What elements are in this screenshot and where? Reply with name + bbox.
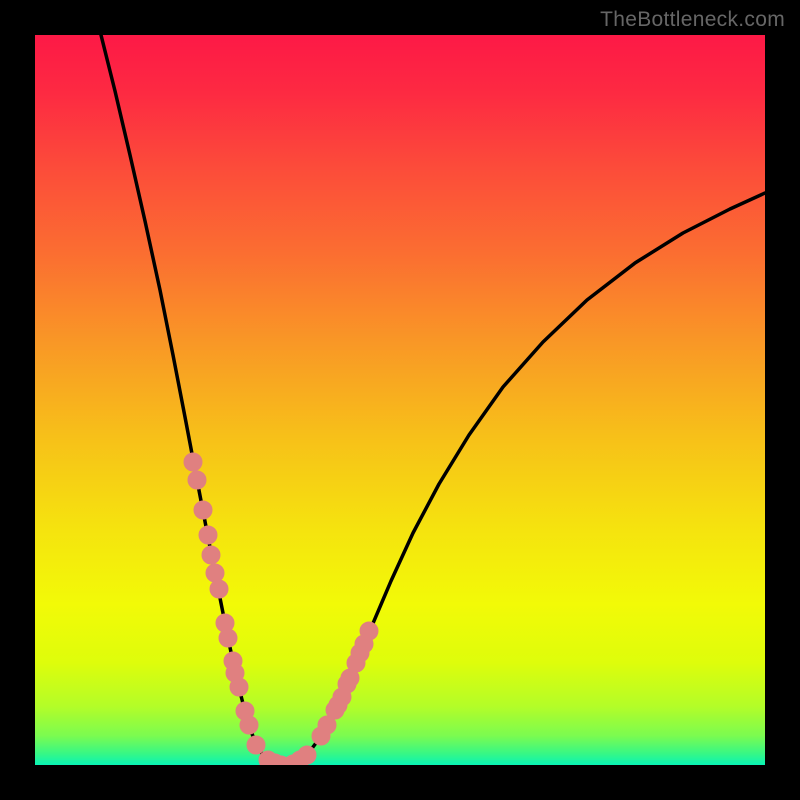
data-marker	[194, 501, 212, 519]
data-marker	[202, 546, 220, 564]
gradient-background	[35, 35, 765, 765]
data-marker	[206, 564, 224, 582]
chart-frame: TheBottleneck.com	[0, 0, 800, 800]
data-marker	[188, 471, 206, 489]
data-marker	[199, 526, 217, 544]
plot-area	[35, 35, 765, 765]
plot-svg	[35, 35, 765, 765]
data-marker	[210, 580, 228, 598]
data-marker	[247, 736, 265, 754]
data-marker	[184, 453, 202, 471]
data-marker	[341, 669, 359, 687]
data-marker	[226, 664, 244, 682]
data-marker	[236, 702, 254, 720]
data-marker	[219, 629, 237, 647]
watermark-label: TheBottleneck.com	[600, 8, 785, 32]
data-marker	[318, 716, 336, 734]
data-marker	[329, 696, 347, 714]
data-marker	[355, 635, 373, 653]
data-marker	[291, 751, 309, 765]
